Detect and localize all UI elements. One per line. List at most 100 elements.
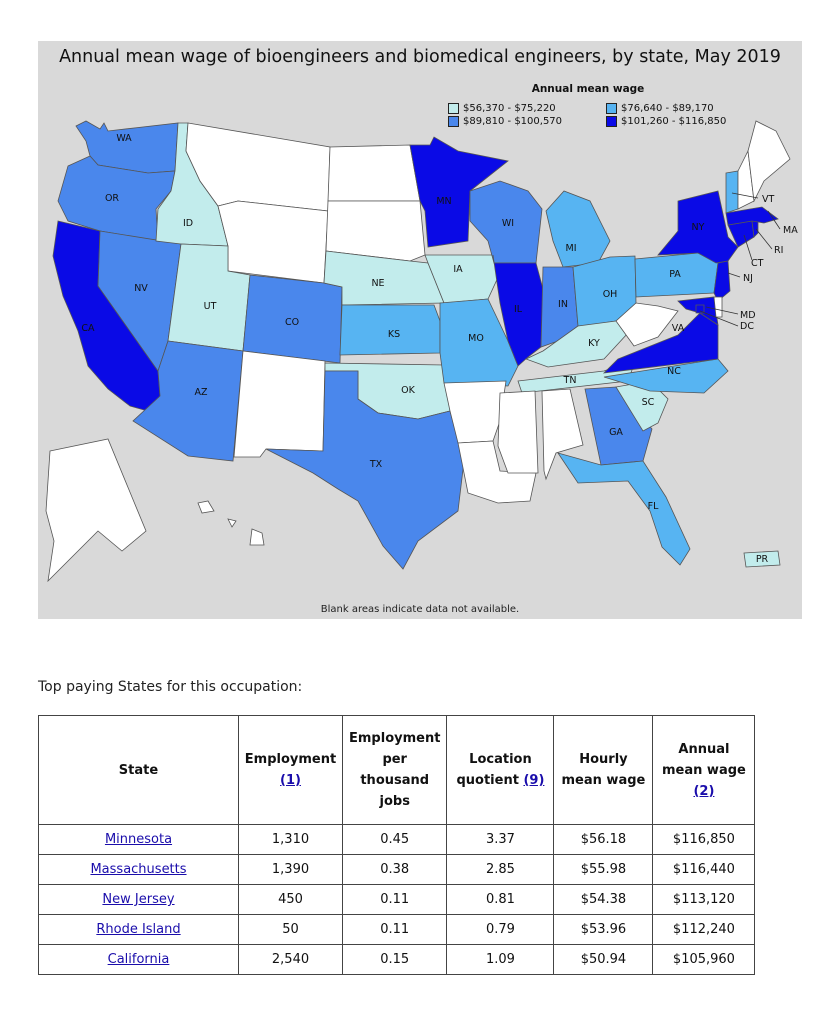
state-nd	[327, 144, 421, 202]
legend-swatch-icon	[606, 116, 617, 127]
state-wv	[615, 302, 679, 347]
table-row: California 2,540 0.15 1.09 $50.94 $105,9…	[38, 944, 756, 975]
column-header-state: State	[38, 715, 239, 825]
state-label-id: ID	[183, 218, 193, 229]
state-label-or: OR	[105, 193, 119, 204]
state-label-ri: RI	[774, 245, 783, 256]
leader-line	[743, 234, 753, 261]
footnote-link[interactable]: (2)	[693, 783, 715, 799]
location-quotient-cell: 0.79	[446, 914, 555, 945]
location-quotient-cell: 3.37	[446, 824, 555, 855]
state-nj	[713, 260, 731, 302]
legend-label: $101,260 - $116,850	[621, 116, 727, 127]
hourly-wage-cell: $55.98	[553, 854, 654, 885]
state-label-dc: DC	[740, 321, 754, 332]
state-label-ks: KS	[388, 329, 400, 340]
annual-wage-cell: $112,240	[652, 914, 756, 945]
state-label-co: CO	[285, 317, 299, 328]
state-me	[747, 120, 791, 203]
per-thousand-cell: 0.11	[341, 914, 448, 945]
per-thousand-cell: 0.38	[341, 854, 448, 885]
state-label-il: IL	[514, 304, 523, 315]
hourly-wage-cell: $50.94	[553, 944, 654, 975]
leader-line	[731, 192, 759, 199]
hourly-wage-cell: $54.38	[553, 884, 654, 915]
state-nm	[233, 350, 326, 458]
state-label-md: MD	[740, 310, 756, 321]
employment-cell: 2,540	[238, 944, 343, 975]
footnote-link[interactable]: (1)	[280, 773, 301, 788]
footnote-link[interactable]: (9)	[523, 773, 545, 788]
state-label-vt: VT	[762, 194, 774, 205]
state-label-pr: PR	[756, 554, 769, 565]
leader-line	[705, 306, 739, 315]
top-paying-states-table: State Employment (1) Employment per thous…	[38, 715, 756, 975]
hourly-wage-cell: $53.96	[553, 914, 654, 945]
leader-line	[699, 310, 739, 327]
state-label-ia: IA	[453, 264, 463, 275]
state-label-wi: WI	[502, 218, 514, 229]
table-row: Rhode Island 50 0.11 0.79 $53.96 $112,24…	[38, 914, 756, 945]
state-label-az: AZ	[194, 387, 207, 398]
state-label-tn: TN	[563, 375, 577, 386]
state-label-mo: MO	[468, 333, 484, 344]
legend-label: $76,640 - $89,170	[621, 103, 714, 114]
state-ak	[45, 438, 147, 583]
state-label-ga: GA	[609, 427, 623, 438]
table-row: Massachusetts 1,390 0.38 2.85 $55.98 $11…	[38, 854, 756, 885]
employment-cell: 450	[238, 884, 343, 915]
per-thousand-cell: 0.45	[341, 824, 448, 855]
state-link[interactable]: Rhode Island	[96, 922, 181, 937]
state-label-ma: MA	[783, 225, 798, 236]
leader-line	[767, 210, 781, 230]
legend-item: $89,810 - $100,570	[448, 116, 606, 127]
legend-label: $56,370 - $75,220	[463, 103, 556, 114]
annual-wage-cell: $116,440	[652, 854, 756, 885]
legend-title: Annual mean wage	[531, 83, 645, 95]
state-sd	[325, 200, 426, 262]
state-de	[713, 296, 723, 318]
state-label-ca: CA	[81, 323, 95, 334]
map-title: Annual mean wage of bioengineers and bio…	[59, 47, 781, 67]
state-ma	[725, 206, 779, 226]
legend-swatch-icon	[448, 103, 459, 114]
state-link[interactable]: California	[107, 952, 170, 967]
state-la	[457, 440, 537, 504]
state-ga	[584, 386, 653, 466]
table-caption: Top paying States for this occupation:	[38, 679, 303, 695]
state-label-oh: OH	[603, 289, 618, 300]
per-thousand-cell: 0.11	[341, 884, 448, 915]
leader-line	[727, 272, 741, 278]
state-label-sc: SC	[642, 397, 655, 408]
annual-wage-cell: $116,850	[652, 824, 756, 855]
state-label-ct: CT	[751, 258, 764, 269]
legend-swatch-icon	[606, 103, 617, 114]
state-link[interactable]: Massachusetts	[90, 862, 187, 877]
state-label-wa: WA	[116, 133, 132, 144]
state-label-mn: MN	[436, 196, 451, 207]
wage-map: WA OR CA NV ID UT AZ CO NE KS OK TX MN IA MO WI IL MI IN OH…	[38, 41, 802, 619]
legend-label: $89,810 - $100,570	[463, 116, 563, 127]
state-hi	[197, 500, 265, 546]
employment-cell: 1,390	[238, 854, 343, 885]
location-quotient-cell: 1.09	[446, 944, 555, 975]
state-link[interactable]: New Jersey	[102, 892, 175, 907]
location-quotient-cell: 2.85	[446, 854, 555, 885]
per-thousand-cell: 0.15	[341, 944, 448, 975]
state-ne	[323, 250, 445, 306]
state-label-ky: KY	[588, 338, 600, 349]
state-label-tx: TX	[369, 459, 383, 470]
table-header-row: State Employment (1) Employment per thous…	[38, 715, 756, 825]
column-header-employment: Employment (1)	[238, 715, 343, 825]
table-row: Minnesota 1,310 0.45 3.37 $56.18 $116,85…	[38, 824, 756, 855]
us-map-svg: WA OR CA NV ID UT AZ CO NE KS OK TX MN IA MO WI IL MI IN OH…	[45, 120, 798, 583]
state-label-ok: OK	[401, 385, 415, 396]
state-link[interactable]: Minnesota	[104, 832, 173, 847]
state-label-pa: PA	[669, 269, 681, 280]
map-footnote: Blank areas indicate data not available.	[320, 604, 520, 615]
state-label-va: VA	[672, 323, 685, 334]
state-il	[492, 254, 544, 367]
table-row: New Jersey 450 0.11 0.81 $54.38 $113,120	[38, 884, 756, 915]
state-al	[541, 388, 584, 481]
state-label-fl: FL	[648, 501, 659, 512]
